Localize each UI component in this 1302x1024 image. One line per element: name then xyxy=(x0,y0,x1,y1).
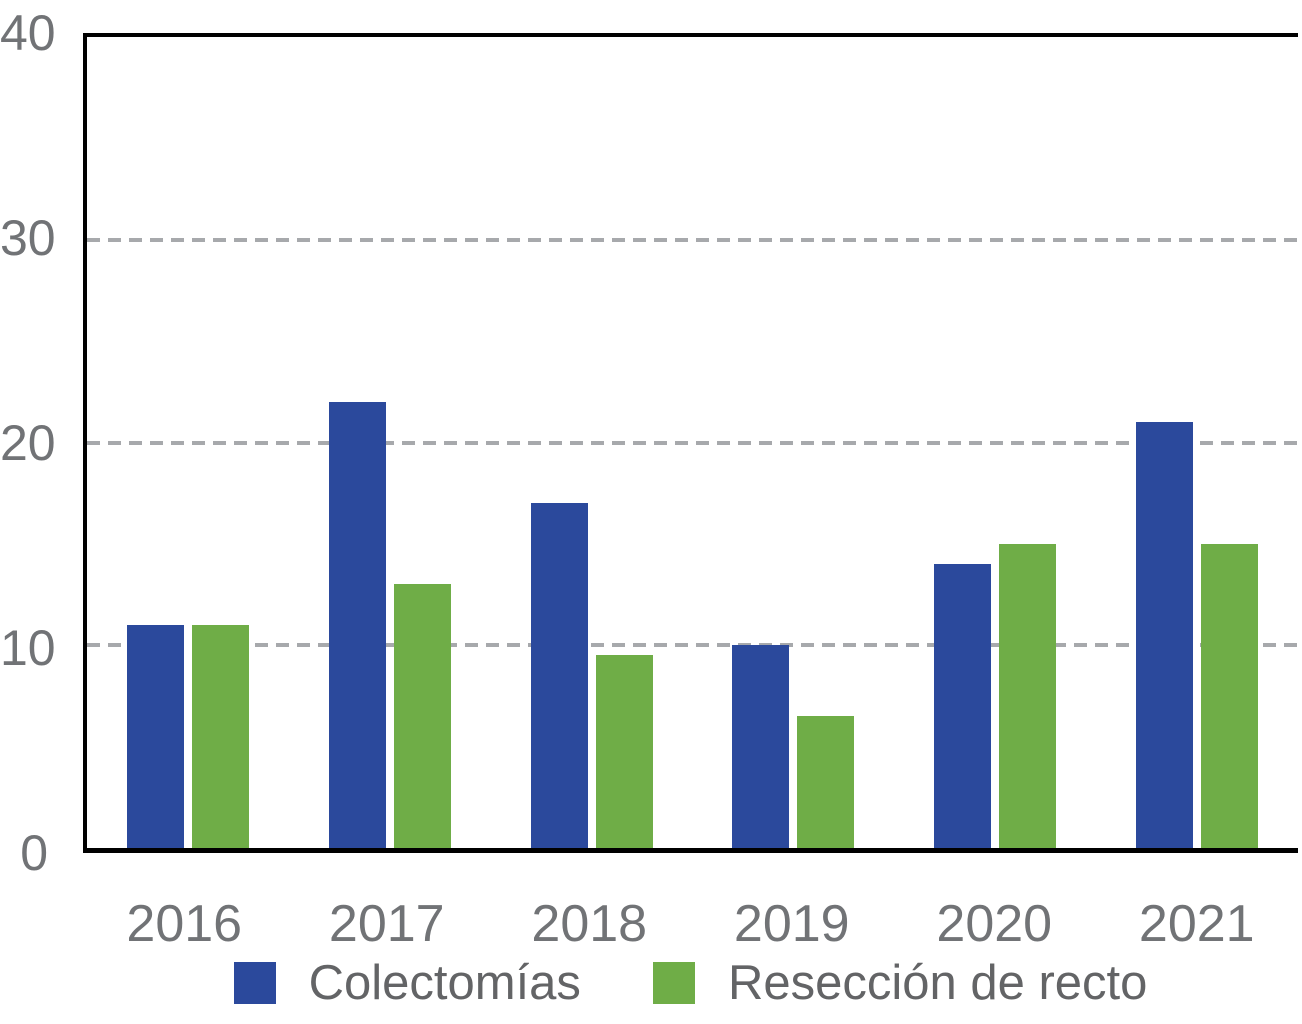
y-tick-label-30: 30 xyxy=(0,210,56,266)
x-tick-label-2017: 2017 xyxy=(328,895,445,953)
gridline-10 xyxy=(87,643,1302,648)
bar-colectomias-2017 xyxy=(328,401,386,848)
x-tick-label-2019: 2019 xyxy=(733,895,850,953)
legend-label-reseccion-de-recto: Resección de recto xyxy=(727,955,1148,1010)
y-tick-label-20: 20 xyxy=(0,415,56,471)
gridline-20 xyxy=(87,440,1302,445)
bar-reseccion-de-recto-2017 xyxy=(393,584,451,848)
bar-group-2018 xyxy=(491,37,693,848)
x-axis: 2016 2017 2018 2019 2020 2021 xyxy=(83,888,1298,960)
bars-row xyxy=(87,37,1298,848)
legend-entry-colectomias: Colectomías xyxy=(233,955,581,1010)
bar-colectomias-2019 xyxy=(732,645,790,848)
y-tick-label-10: 10 xyxy=(0,620,56,676)
bar-group-2016 xyxy=(87,37,289,848)
bar-reseccion-de-recto-2020 xyxy=(999,543,1057,848)
y-axis: 0 10 20 30 40 xyxy=(0,8,56,878)
bar-reseccion-de-recto-2016 xyxy=(191,624,249,848)
y-tick-label-0: 0 xyxy=(20,825,48,881)
bar-group-2020 xyxy=(894,37,1096,848)
x-tick-label-2016: 2016 xyxy=(126,895,243,953)
bar-reseccion-de-recto-2019 xyxy=(797,716,855,848)
plot-area xyxy=(83,33,1302,853)
bar-colectomias-2018 xyxy=(530,503,588,848)
gridline-30 xyxy=(87,237,1302,242)
legend: Colectomías Resección de recto xyxy=(83,952,1298,1014)
x-tick-label-2021: 2021 xyxy=(1138,895,1255,953)
bar-group-2021 xyxy=(1096,37,1298,848)
bar-reseccion-de-recto-2021 xyxy=(1201,543,1259,848)
bar-reseccion-de-recto-2018 xyxy=(595,655,653,848)
bar-colectomias-2021 xyxy=(1136,422,1194,848)
legend-swatch-reseccion-de-recto xyxy=(652,962,695,1004)
legend-swatch-colectomias xyxy=(233,962,276,1004)
bar-colectomias-2020 xyxy=(934,564,992,848)
x-tick-label-2020: 2020 xyxy=(936,895,1053,953)
legend-label-colectomias: Colectomías xyxy=(308,955,581,1010)
legend-entry-reseccion-de-recto: Resección de recto xyxy=(652,955,1148,1010)
y-tick-label-40: 40 xyxy=(0,5,56,61)
x-tick-label-2018: 2018 xyxy=(531,895,648,953)
bar-group-2017 xyxy=(289,37,491,848)
bar-group-2019 xyxy=(692,37,894,848)
bar-colectomias-2016 xyxy=(126,624,184,848)
